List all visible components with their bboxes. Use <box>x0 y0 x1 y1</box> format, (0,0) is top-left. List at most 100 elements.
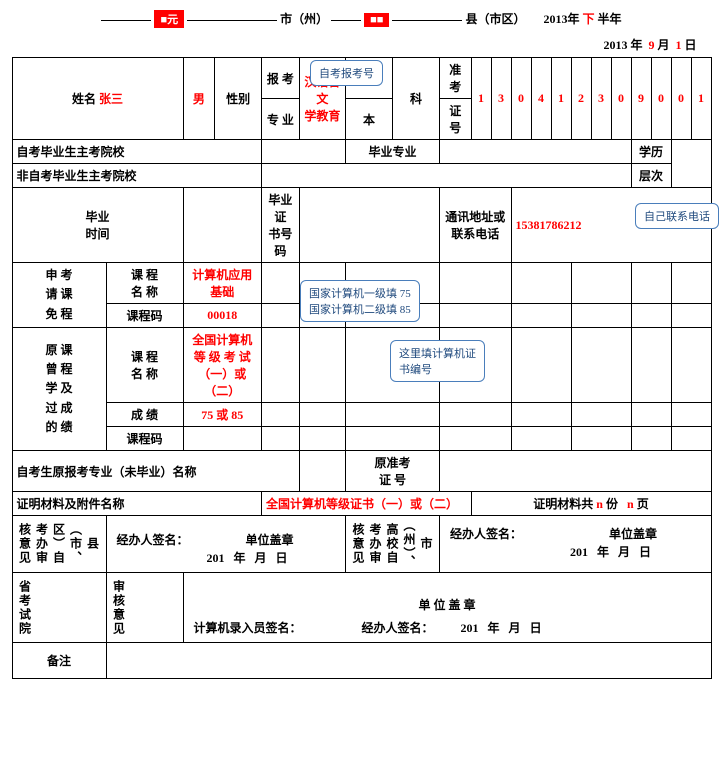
grad-major-lbl: 毕业专业 <box>345 140 439 164</box>
nongrad-school-val <box>262 164 631 188</box>
attach-val: 全国计算机等级证书（一）或（二） <box>262 492 471 516</box>
remark-lbl: 备注 <box>12 643 106 679</box>
b2s6 <box>571 403 631 427</box>
b2c1 <box>262 328 300 403</box>
remark-val <box>106 643 711 679</box>
city-label: 市（州） <box>280 12 328 26</box>
gender-val: 男 <box>183 58 215 140</box>
callout-certno: 这里填计算机证 书编号 <box>390 340 485 382</box>
redacted-2: ■■ <box>364 13 389 27</box>
d1: 3 <box>491 58 511 140</box>
b1d1 <box>262 304 300 328</box>
nongrad-school-lbl: 非自考毕业生主考院校 <box>12 164 262 188</box>
d10: 0 <box>671 58 691 140</box>
callout-ticket: 自考报考号 <box>310 60 383 86</box>
d11: 1 <box>691 58 711 140</box>
b1c7 <box>631 263 671 304</box>
b2e6 <box>571 427 631 451</box>
ds: 日 <box>684 38 696 52</box>
b1d5 <box>511 304 571 328</box>
prov-lbl-a: 省考试院 <box>12 573 106 643</box>
block2-side: 原 课曾 程学 及过 成的 绩 <box>12 328 106 451</box>
b2-score-lbl: 成 绩 <box>106 403 183 427</box>
b2s4 <box>439 403 511 427</box>
b2e2 <box>299 427 345 451</box>
name-label: 姓名 张三 <box>12 58 183 140</box>
b2s2 <box>299 403 345 427</box>
b2-code-lbl: 课程码 <box>106 427 183 451</box>
b2s7 <box>631 403 671 427</box>
b1c8 <box>671 263 711 304</box>
level-mid: 科 <box>392 58 439 140</box>
ms: 月 <box>657 38 669 52</box>
attach-tail: 证明材料共 n 份 n 页 <box>471 492 711 516</box>
half: 下 <box>582 12 594 26</box>
orig-ticket-lbl: 原准考证 号 <box>345 451 439 492</box>
b2e7 <box>631 427 671 451</box>
b1-course-val: 计算机应用基础 <box>183 263 262 304</box>
b1d7 <box>631 304 671 328</box>
header-line: ■元 市（州） ■■ 县（市区） 2013年 下 半年 <box>10 10 713 28</box>
b2s1 <box>262 403 300 427</box>
b2e5 <box>511 427 571 451</box>
block1-side: 申 考请 课免 程 <box>12 263 106 328</box>
b2s3 <box>345 403 439 427</box>
county-opinion-area: 经办人签名： 单位盖章 201 年 月 日 <box>106 516 345 573</box>
callout-certno-a: 这里填计算机证 <box>399 348 476 360</box>
major-lbl2: 专 业 <box>262 99 300 140</box>
b2s8 <box>671 403 711 427</box>
gradtime-val <box>183 188 262 263</box>
d3: 4 <box>531 58 551 140</box>
b1c5 <box>511 263 571 304</box>
city-opinion-area: 经办人签名： 单位盖章 201 年 月 日 <box>439 516 711 573</box>
year1: 2013 <box>543 12 567 26</box>
orig-major-val <box>299 451 345 492</box>
d2: 0 <box>511 58 531 140</box>
b2s5 <box>511 403 571 427</box>
edu-lbl1: 学历 <box>631 140 671 164</box>
b1-code-lbl: 课程码 <box>106 304 183 328</box>
d0: 1 <box>471 58 491 140</box>
certno-lbl: 毕业证书号码 <box>262 188 300 263</box>
month: 9 <box>648 38 654 52</box>
d6: 3 <box>591 58 611 140</box>
b1c1 <box>262 263 300 304</box>
b2e8 <box>671 427 711 451</box>
b2c8 <box>671 328 711 403</box>
b1d6 <box>571 304 631 328</box>
callout-phone: 自己联系电话 <box>635 203 719 229</box>
grad-school-val <box>262 140 346 164</box>
callout-phone-text: 自己联系电话 <box>644 211 710 223</box>
b2-course-val: 全国计算机等 级 考 试（一）或（二） <box>183 328 262 403</box>
b2c2 <box>299 328 345 403</box>
city-opinion-lbl: 市（州）、高校自考办审核意见 <box>345 516 439 573</box>
b2-code-val <box>183 427 262 451</box>
half-suf: 半年 <box>598 12 622 26</box>
county-label: 县（市区） <box>465 12 525 26</box>
gradtime-lbl: 毕业时间 <box>12 188 183 263</box>
callout-score-a: 国家计算机一级填 75 <box>309 288 411 300</box>
ticket-lbl1: 准 考 <box>439 58 471 99</box>
prov-lbl-b: 审核意见 <box>106 573 183 643</box>
ys2: 年 <box>630 38 642 52</box>
b2c7 <box>631 328 671 403</box>
b2-score-val: 75 或 85 <box>183 403 262 427</box>
b1d4 <box>439 304 511 328</box>
prov-area: 单 位 盖 章 计算机录入员签名： 经办人签名： 201 年 月 日 <box>183 573 711 643</box>
orig-ticket-val <box>439 451 711 492</box>
d5: 2 <box>571 58 591 140</box>
county-opinion-lbl: 县（市、区）自考办审核意见 <box>12 516 106 573</box>
b1c6 <box>571 263 631 304</box>
ticket-lbl2: 证 号 <box>439 99 471 140</box>
b2e4 <box>439 427 511 451</box>
b2c5 <box>511 328 571 403</box>
b1-course-lbl: 课 程名 称 <box>106 263 183 304</box>
d8: 9 <box>631 58 651 140</box>
d4: 1 <box>551 58 571 140</box>
callout-score-b: 国家计算机二级填 85 <box>309 304 411 316</box>
form-table: 姓名 张三 男 性别 报 考 汉语言文学教育 专 科 准 考 1 3 0 4 1… <box>12 57 712 679</box>
b2c6 <box>571 328 631 403</box>
edu-lbl2: 层次 <box>631 164 671 188</box>
callout-certno-b: 书编号 <box>399 364 432 376</box>
orig-major-lbl: 自考生原报考专业（未毕业）名称 <box>12 451 299 492</box>
